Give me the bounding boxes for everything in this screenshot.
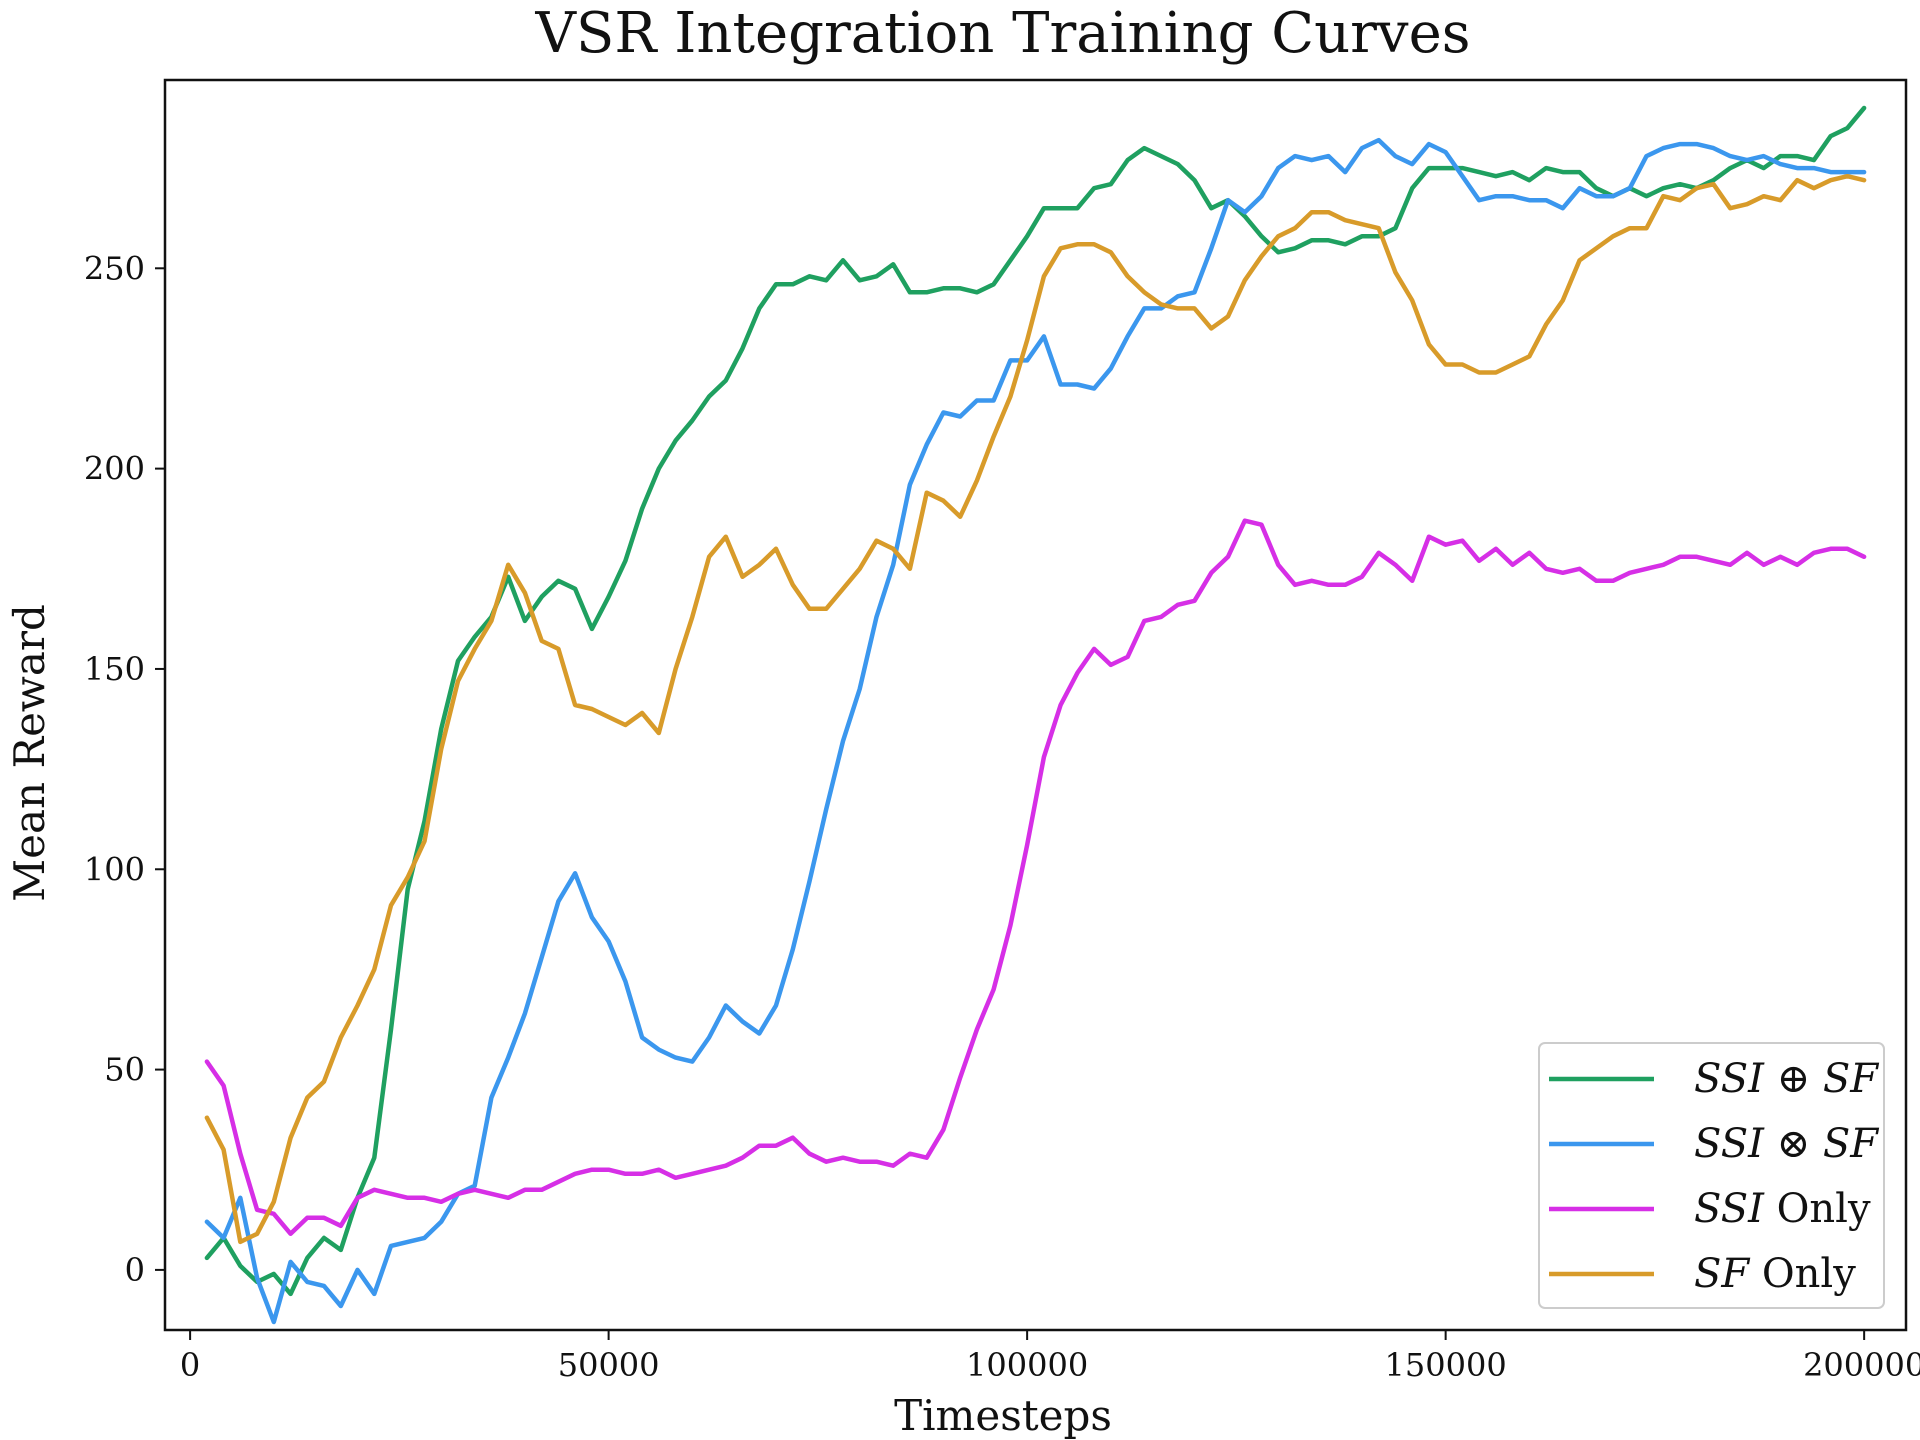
series-line-0 xyxy=(204,105,1867,1297)
y-axis-label: Mean Reward xyxy=(5,604,54,902)
x-axis-ticks: 0 50000 100000 150000 200000 xyxy=(180,1330,1920,1384)
plot-area xyxy=(204,105,1867,1325)
series-line-3 xyxy=(204,173,1867,1245)
legend-label-2: SSI Only xyxy=(1694,1186,1871,1232)
x-tick-label: 150000 xyxy=(1385,1346,1507,1384)
x-tick-label: 100000 xyxy=(966,1346,1088,1384)
y-tick-label: 50 xyxy=(104,1051,145,1089)
chart-title: VSR Integration Training Curves xyxy=(535,1,1471,66)
y-tick-label: 0 xyxy=(125,1251,145,1289)
x-tick-label: 50000 xyxy=(558,1346,660,1384)
y-axis-ticks: 0 50 100 150 200 250 xyxy=(84,249,165,1289)
y-tick-label: 250 xyxy=(84,249,145,287)
legend-label-1: SSI ⊗ SF xyxy=(1694,1121,1879,1167)
x-axis-label: Timesteps xyxy=(894,1391,1112,1440)
legend: SSI ⊕ SF SSI ⊗ SF SSI Only SF Only xyxy=(1538,1042,1885,1309)
axes-frame xyxy=(163,78,1908,1332)
series-line-2 xyxy=(204,518,1867,1237)
series-line-1 xyxy=(204,137,1867,1325)
x-tick-label: 0 xyxy=(180,1346,200,1384)
legend-box xyxy=(1538,1042,1885,1309)
y-tick-label: 150 xyxy=(84,650,145,688)
legend-label-3: SF Only xyxy=(1694,1251,1856,1297)
legend-label-0: SSI ⊕ SF xyxy=(1694,1056,1879,1102)
y-tick-label: 200 xyxy=(84,450,145,488)
x-tick-label: 200000 xyxy=(1803,1346,1920,1384)
y-tick-label: 100 xyxy=(84,850,145,888)
